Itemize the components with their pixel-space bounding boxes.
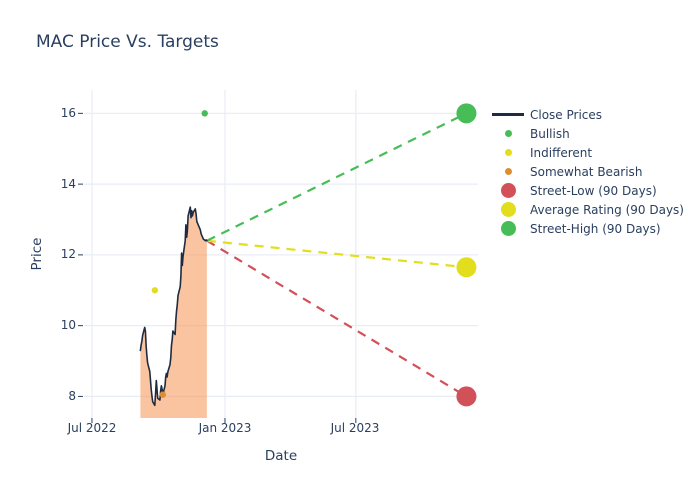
bullish-dot-icon — [504, 130, 512, 137]
legend-item-close-prices[interactable]: Close Prices — [488, 105, 684, 124]
legend-item-street-high[interactable]: Street-High (90 Days) — [488, 219, 684, 238]
chart-title: MAC Price Vs. Targets — [36, 32, 219, 52]
somewhat-bearish-dot-icon — [504, 168, 512, 175]
indifferent-dot-icon — [504, 149, 512, 156]
x-tick-label-jul-2022: Jul 2022 — [67, 421, 117, 435]
y-tick-label-16: 16 — [60, 106, 76, 120]
legend-item-bullish[interactable]: Bullish — [488, 124, 684, 143]
y-tick-label-14: 14 — [60, 177, 76, 191]
y-tick-label-12: 12 — [60, 247, 76, 261]
x-tick-label-jul-2023: Jul 2023 — [330, 421, 380, 435]
legend-item-average-rating[interactable]: Average Rating (90 Days) — [488, 200, 684, 219]
x-axis-title: Date — [264, 448, 298, 464]
legend-label: Bullish — [530, 126, 570, 141]
average-rating-dot-icon — [500, 202, 516, 217]
x-tick-label-jan-2023: Jan 2023 — [198, 421, 252, 435]
legend: Close Prices Bullish Indifferent Somewha… — [488, 105, 684, 238]
street-high-dot-icon — [500, 221, 516, 236]
y-tick-label-8: 8 — [68, 389, 76, 403]
legend-label: Street-Low (90 Days) — [530, 183, 657, 198]
y-tick-label-10: 10 — [60, 318, 76, 332]
y-axis-title: Price — [29, 237, 45, 271]
legend-label: Average Rating (90 Days) — [530, 202, 684, 217]
legend-item-indifferent[interactable]: Indifferent — [488, 143, 684, 162]
legend-item-somewhat-bearish[interactable]: Somewhat Bearish — [488, 162, 684, 181]
legend-label: Street-High (90 Days) — [530, 221, 661, 236]
legend-item-street-low[interactable]: Street-Low (90 Days) — [488, 181, 684, 200]
legend-label: Close Prices — [530, 107, 603, 122]
legend-label: Indifferent — [530, 145, 593, 160]
street-low-dot-icon — [500, 183, 516, 198]
legend-label: Somewhat Bearish — [530, 164, 643, 179]
close-prices-line-swatch-icon — [492, 113, 524, 116]
